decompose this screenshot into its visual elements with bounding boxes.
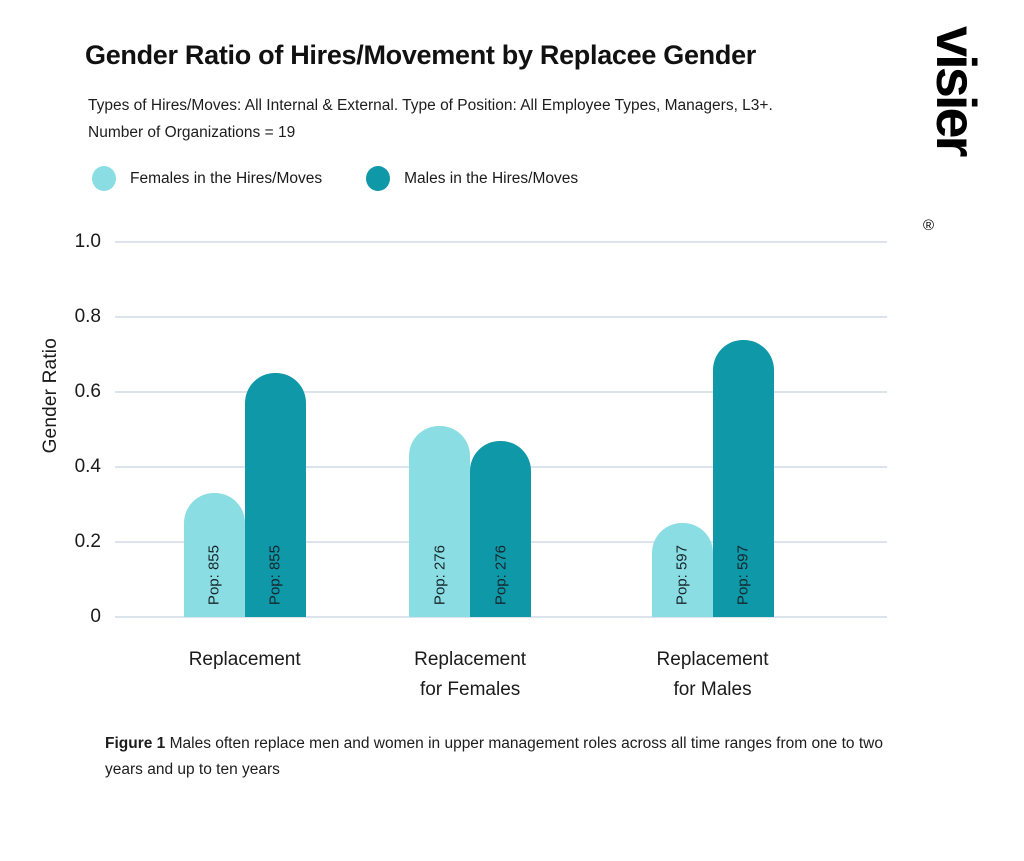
chart-subtitle-line2: Number of Organizations = 19	[88, 124, 296, 141]
y-tick-label: 0.4	[74, 456, 101, 477]
y-tick-label: 0.6	[74, 381, 101, 402]
x-axis-labels: Replacement Replacement for Females Replace…	[115, 645, 887, 715]
gridline	[115, 241, 887, 243]
bar-females-group2: Pop: 276	[409, 425, 471, 617]
bar-females-group1: Pop: 855	[183, 493, 245, 617]
bar-population-label: Pop: 597	[673, 544, 691, 605]
bar-population-label: Pop: 597	[734, 544, 752, 605]
y-tick-label: 1.0	[74, 231, 101, 252]
legend-label-females: Females in the Hires/Moves	[130, 169, 323, 187]
y-tick-label: 0	[90, 606, 101, 627]
x-axis-label-group3: Replacement for Males	[656, 649, 769, 700]
figure-caption-label: Figure 1	[105, 735, 166, 752]
visier-logo-text: visier	[925, 26, 988, 155]
chart-subtitle: Types of Hires/Moves: All Internal & Ext…	[88, 92, 773, 146]
bar-females-group3: Pop: 597	[651, 523, 713, 617]
legend-label-males: Males in the Hires/Moves	[404, 169, 579, 187]
chart-subtitle-line1: Types of Hires/Moves: All Internal & Ext…	[88, 97, 773, 114]
visier-logo: visier ®	[923, 26, 990, 236]
y-tick-label: 0.2	[74, 531, 101, 552]
gridline	[115, 616, 887, 618]
bar-population-label: Pop: 855	[266, 544, 284, 605]
females-swatch-icon	[92, 166, 116, 191]
x-axis-label-group1: Replacement	[188, 649, 301, 670]
bar-males-group2: Pop: 276	[470, 440, 532, 617]
males-swatch-icon	[366, 166, 391, 191]
bar-population-label: Pop: 276	[431, 544, 449, 605]
registered-trademark-icon: ®	[923, 217, 935, 234]
y-tick-label: 0.8	[74, 306, 101, 327]
chart-title: Gender Ratio of Hires/Movement by Replac…	[85, 40, 756, 70]
figure-caption-text: Males often replace men and women in upp…	[105, 735, 883, 778]
legend-item-females: Females in the Hires/Moves	[92, 166, 322, 191]
bar-population-label: Pop: 276	[492, 544, 510, 605]
x-axis-label-group2: Replacement for Females	[414, 649, 527, 700]
bar-males-group3: Pop: 597	[712, 339, 774, 617]
bar-chart-plot-area: 0 0.2 0.4 0.6 0.8 1.0 Pop: 855 Pop: 855 Pop: 276…	[75, 231, 887, 627]
bar-males-group1: Pop: 855	[244, 373, 306, 617]
figure-caption: Figure 1 Males often replace men and wom…	[105, 731, 905, 783]
bar-population-label: Pop: 855	[205, 544, 223, 605]
gridline	[115, 316, 887, 318]
legend-item-males: Males in the Hires/Moves	[366, 166, 578, 191]
legend: Females in the Hires/Moves Males in the …	[92, 166, 578, 191]
gridline	[115, 391, 887, 393]
